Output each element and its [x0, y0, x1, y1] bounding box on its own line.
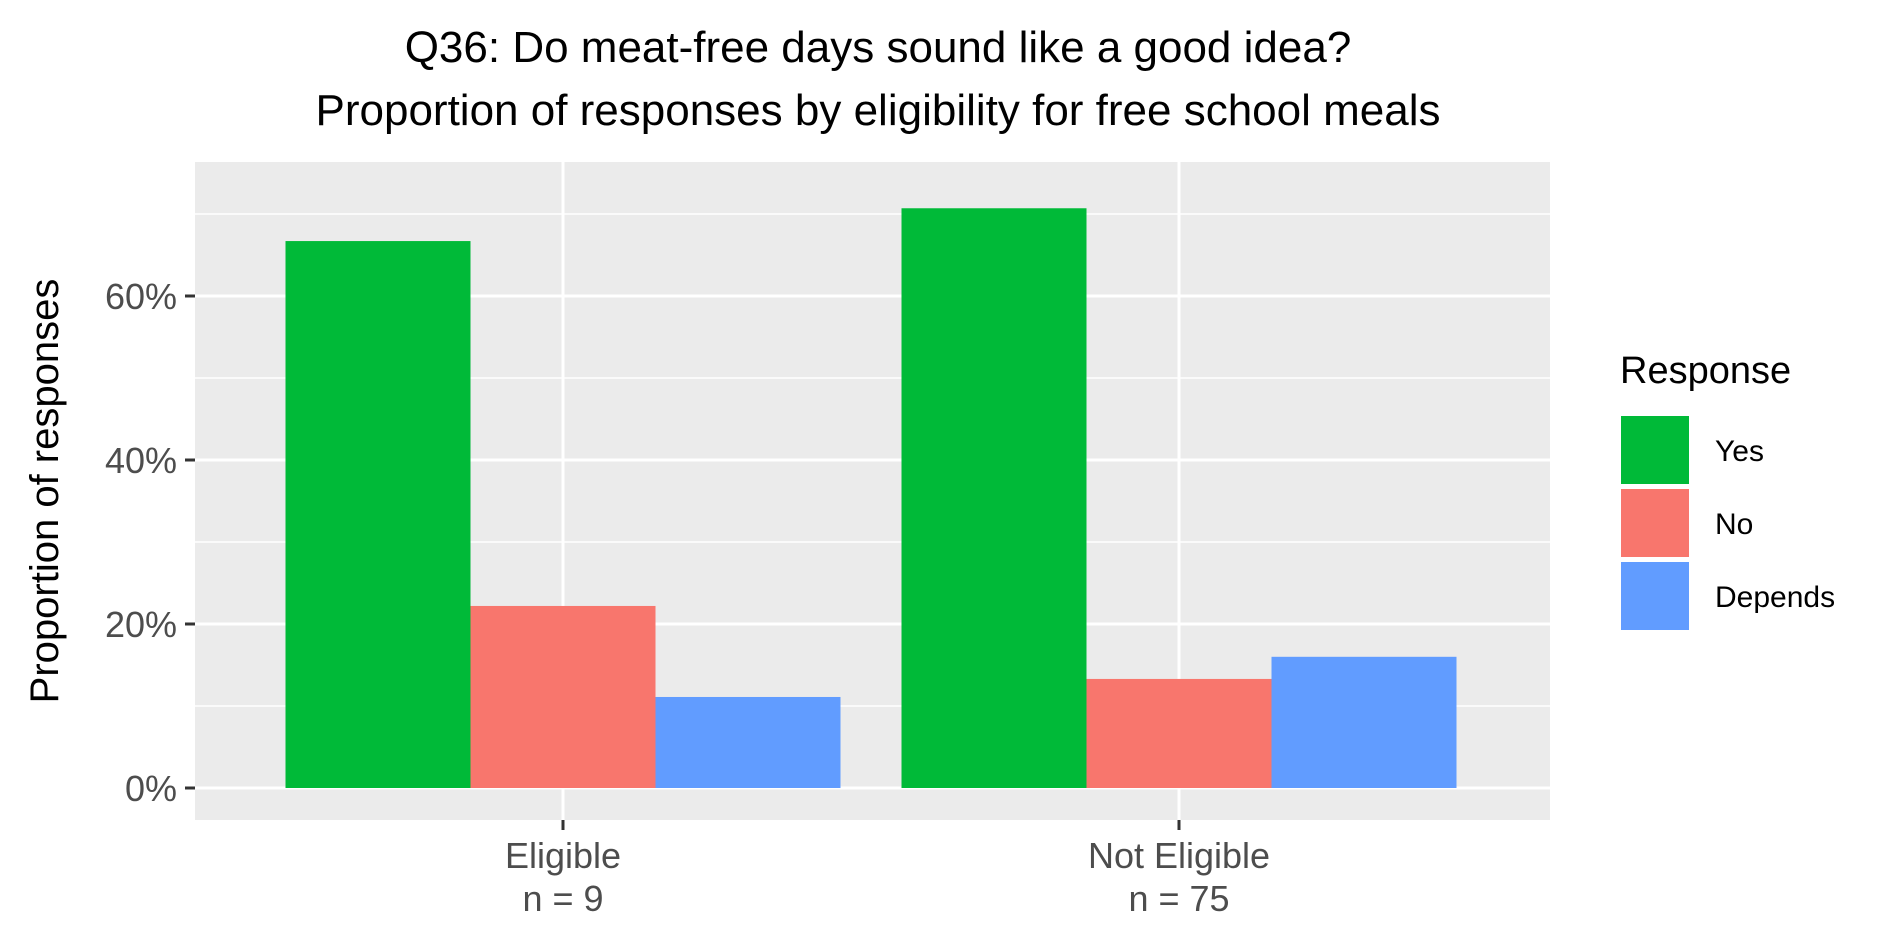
legend-label-depends: Depends: [1715, 581, 1835, 614]
x-axis: Eligible n = 9 Not Eligible n = 75: [505, 820, 1270, 919]
y-tick-label: 0%: [125, 768, 177, 809]
legend: Response Yes No Depends: [1619, 350, 1835, 632]
x-tick-label: Eligible n = 9: [505, 835, 621, 919]
bar-yes-1: [901, 208, 1087, 788]
legend-label-no: No: [1715, 508, 1753, 541]
legend-label-yes: Yes: [1715, 435, 1764, 468]
bar-depends-1: [1271, 656, 1457, 788]
y-axis-title: Proportion of responses: [23, 279, 67, 704]
y-tick-label: 40%: [105, 440, 177, 481]
legend-key-yes: [1619, 414, 1691, 486]
legend-key-no: [1619, 487, 1691, 559]
bar-depends-0: [655, 696, 841, 788]
bar-yes-0: [285, 241, 471, 788]
y-tick-label: 60%: [105, 276, 177, 317]
legend-title: Response: [1620, 350, 1791, 392]
chart-title: Q36: Do meat-free days sound like a good…: [405, 23, 1352, 72]
bar-no-0: [470, 605, 656, 788]
legend-key-depends: [1619, 560, 1691, 632]
bar-no-1: [1086, 678, 1272, 788]
chart-subtitle: Proportion of responses by eligibility f…: [316, 86, 1441, 135]
x-tick-label: Not Eligible n = 75: [1088, 835, 1270, 919]
bars: [285, 208, 1457, 788]
y-tick-label: 20%: [105, 604, 177, 645]
y-axis: 0% 20% 40% 60%: [105, 276, 195, 809]
